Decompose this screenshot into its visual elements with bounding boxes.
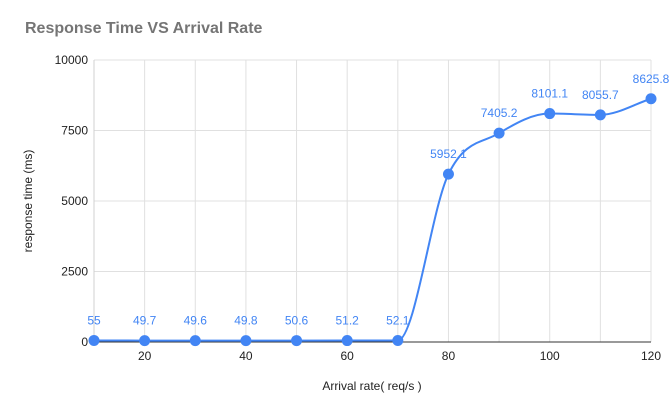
data-point: [594, 109, 606, 121]
data-label: 8625.8: [633, 72, 670, 86]
data-point: [442, 168, 454, 180]
y-axis-title: response time (ms): [21, 150, 35, 253]
data-point: [544, 108, 556, 120]
x-axis-title: Arrival rate( req/s ): [322, 379, 421, 393]
data-point: [341, 335, 353, 347]
data-label: 50.6: [285, 314, 309, 328]
data-point: [240, 335, 252, 347]
x-tick-label: 100: [540, 349, 560, 363]
data-label: 55: [87, 313, 101, 327]
y-tick-label: 0: [81, 335, 88, 349]
y-tick-label: 10000: [55, 53, 89, 67]
data-label: 8101.1: [531, 87, 568, 101]
y-tick-label: 7500: [61, 124, 88, 138]
y-tick-label: 2500: [61, 265, 88, 279]
chart-title: Response Time VS Arrival Rate: [25, 20, 263, 37]
data-label: 49.7: [133, 314, 157, 328]
data-label: 7405.2: [481, 106, 518, 120]
data-point: [645, 93, 657, 105]
data-point: [392, 335, 404, 347]
data-label: 51.2: [336, 314, 360, 328]
x-tick-label: 80: [442, 349, 456, 363]
x-tick-label: 20: [138, 349, 152, 363]
data-point: [493, 127, 505, 139]
data-label: 52.1: [386, 314, 410, 328]
data-label: 49.8: [234, 314, 258, 328]
y-tick-label: 5000: [61, 194, 88, 208]
x-tick-label: 40: [239, 349, 253, 363]
series-line: [93, 97, 652, 342]
data-label: 49.6: [184, 314, 208, 328]
data-point: [291, 335, 303, 347]
x-tick-label: 60: [341, 349, 355, 363]
data-label: 5952.1: [430, 147, 467, 161]
data-label: 8055.7: [582, 88, 619, 102]
data-point: [139, 335, 151, 347]
data-point: [189, 335, 201, 347]
data-point: [88, 334, 100, 346]
x-tick-label: 120: [641, 349, 661, 363]
